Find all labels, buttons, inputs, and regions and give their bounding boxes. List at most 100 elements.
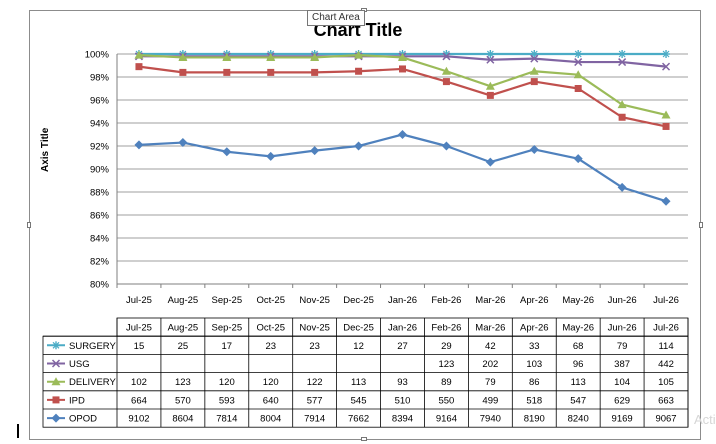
table-cell: 202 (482, 359, 498, 370)
table-cell: 8240 (568, 414, 589, 425)
table-header-cell: Apr-26 (520, 323, 549, 334)
series-line-delivery (138, 54, 667, 117)
table-cell: 25 (178, 341, 189, 352)
marker-stroke (618, 58, 627, 67)
marker-stroke (618, 50, 626, 58)
data-point (573, 70, 583, 79)
resize-handle-left[interactable] (27, 222, 31, 228)
data-point (662, 62, 671, 71)
legend-marker (51, 359, 61, 368)
marker-shape (442, 78, 450, 86)
data-point (485, 81, 495, 90)
y-tick-label: 84% (90, 234, 110, 245)
marker-shape (310, 52, 320, 61)
marker-shape (354, 141, 364, 151)
table-cell: 114 (658, 341, 673, 352)
marker-shape (222, 147, 232, 157)
chart-area-tooltip: Chart Area (307, 10, 365, 26)
y-tick-label: 86% (90, 211, 110, 222)
table-cell: 33 (529, 341, 540, 352)
x-tick-label: Jul-25 (126, 295, 152, 306)
x-tick-label: Jan-26 (388, 295, 417, 306)
table-cell: 15 (134, 341, 145, 352)
data-point (266, 151, 276, 161)
x-tick-label: May-26 (562, 295, 594, 306)
table-header-cell: Feb-26 (431, 323, 461, 334)
marker-shape (399, 65, 406, 73)
resize-handle-right[interactable] (699, 222, 703, 228)
table-cell: 629 (614, 395, 630, 406)
table-cell: 8394 (392, 414, 413, 425)
data-point (399, 65, 406, 73)
x-tick-label: Jun-26 (608, 295, 637, 306)
table-cell: 113 (351, 377, 366, 388)
legend-label: SURGERY (69, 341, 116, 352)
table-header-cell: Oct-25 (256, 323, 285, 334)
legend-key-delivery (47, 377, 65, 386)
table-cell: 17 (222, 341, 233, 352)
marker-shape (51, 413, 61, 423)
marker-stroke (662, 50, 670, 58)
table-header-cell: Mar-26 (475, 323, 505, 334)
marker-shape (134, 140, 144, 150)
marker-shape (529, 66, 539, 75)
table-cell: 120 (219, 377, 235, 388)
data-point (223, 68, 231, 76)
resize-handle-bottom[interactable] (361, 437, 367, 441)
marker-shape (573, 154, 583, 164)
table-cell: 550 (438, 395, 454, 406)
table-cell: 68 (573, 341, 584, 352)
data-point (529, 144, 539, 154)
marker-shape (179, 68, 187, 76)
marker-shape (486, 91, 494, 99)
marker-stroke (486, 50, 494, 58)
data-point (486, 55, 495, 64)
data-point (135, 63, 143, 71)
y-tick-label: 88% (90, 188, 110, 199)
data-point (486, 50, 495, 58)
table-cell: 104 (614, 377, 630, 388)
marker-shape (617, 100, 627, 109)
marker-shape (354, 50, 364, 59)
table-cell: 123 (438, 359, 454, 370)
data-point (134, 50, 144, 59)
marker-shape (134, 50, 144, 59)
data-point (618, 113, 626, 121)
y-tick-label: 96% (90, 96, 110, 107)
data-point (355, 67, 363, 75)
data-point (222, 52, 232, 61)
table-cell: 9169 (612, 414, 633, 425)
x-tick-label: Oct-25 (256, 295, 285, 306)
table-cell: 593 (219, 395, 235, 406)
marker-shape (398, 130, 407, 139)
y-tick-label: 92% (90, 142, 110, 153)
table-cell: 29 (441, 341, 452, 352)
data-point (617, 100, 627, 109)
table-cell: 664 (131, 395, 147, 406)
table-cell: 547 (570, 395, 586, 406)
x-tick-label: Sep-25 (211, 295, 242, 306)
data-point (662, 122, 670, 130)
data-point (178, 138, 188, 148)
data-point (530, 54, 539, 63)
legend-key-usg (47, 359, 65, 368)
marker-shape (178, 52, 188, 61)
table-cell: 93 (397, 377, 408, 388)
table-cell: 89 (441, 377, 452, 388)
data-point (179, 68, 187, 76)
marker-shape (310, 146, 320, 156)
table-header-cell: Nov-25 (299, 323, 330, 334)
data-point (618, 58, 627, 67)
table-header-cell: May-26 (562, 323, 594, 334)
table-header-cell: Jul-26 (653, 323, 679, 334)
data-point (485, 157, 495, 167)
x-tick-label: Dec-25 (343, 295, 374, 306)
x-tick-label: Aug-25 (168, 295, 199, 306)
data-point (441, 141, 451, 151)
table-cell: 8190 (524, 414, 545, 425)
marker-shape (51, 377, 61, 386)
x-tick-label: Mar-26 (475, 295, 505, 306)
marker-shape (355, 67, 363, 75)
marker-shape (178, 138, 188, 148)
